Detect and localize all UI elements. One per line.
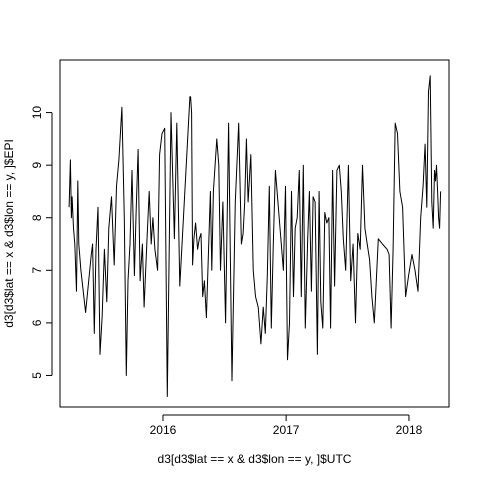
y-tick-label: 5 bbox=[30, 372, 44, 379]
y-axis: 5 6 7 8 9 10 bbox=[30, 106, 53, 379]
y-tick-label: 9 bbox=[30, 161, 44, 168]
x-axis-label: d3[d3$lat == x & d3$lon == y, ]$UTC bbox=[158, 452, 352, 466]
y-tick-label: 10 bbox=[30, 106, 44, 120]
series-line bbox=[68, 75, 442, 397]
y-tick-label: 6 bbox=[30, 319, 44, 326]
y-axis-label: d3[d3$lat == x & d3$lon == y, ]$EPI bbox=[2, 139, 16, 328]
x-axis: 2016 2017 2018 bbox=[150, 414, 423, 437]
plot-box bbox=[59, 59, 450, 408]
x-tick-label: 2016 bbox=[150, 423, 177, 437]
y-tick-label: 8 bbox=[30, 214, 44, 221]
x-tick-label: 2017 bbox=[273, 423, 300, 437]
y-tick-label: 7 bbox=[30, 267, 44, 274]
x-tick-label: 2018 bbox=[396, 423, 423, 437]
